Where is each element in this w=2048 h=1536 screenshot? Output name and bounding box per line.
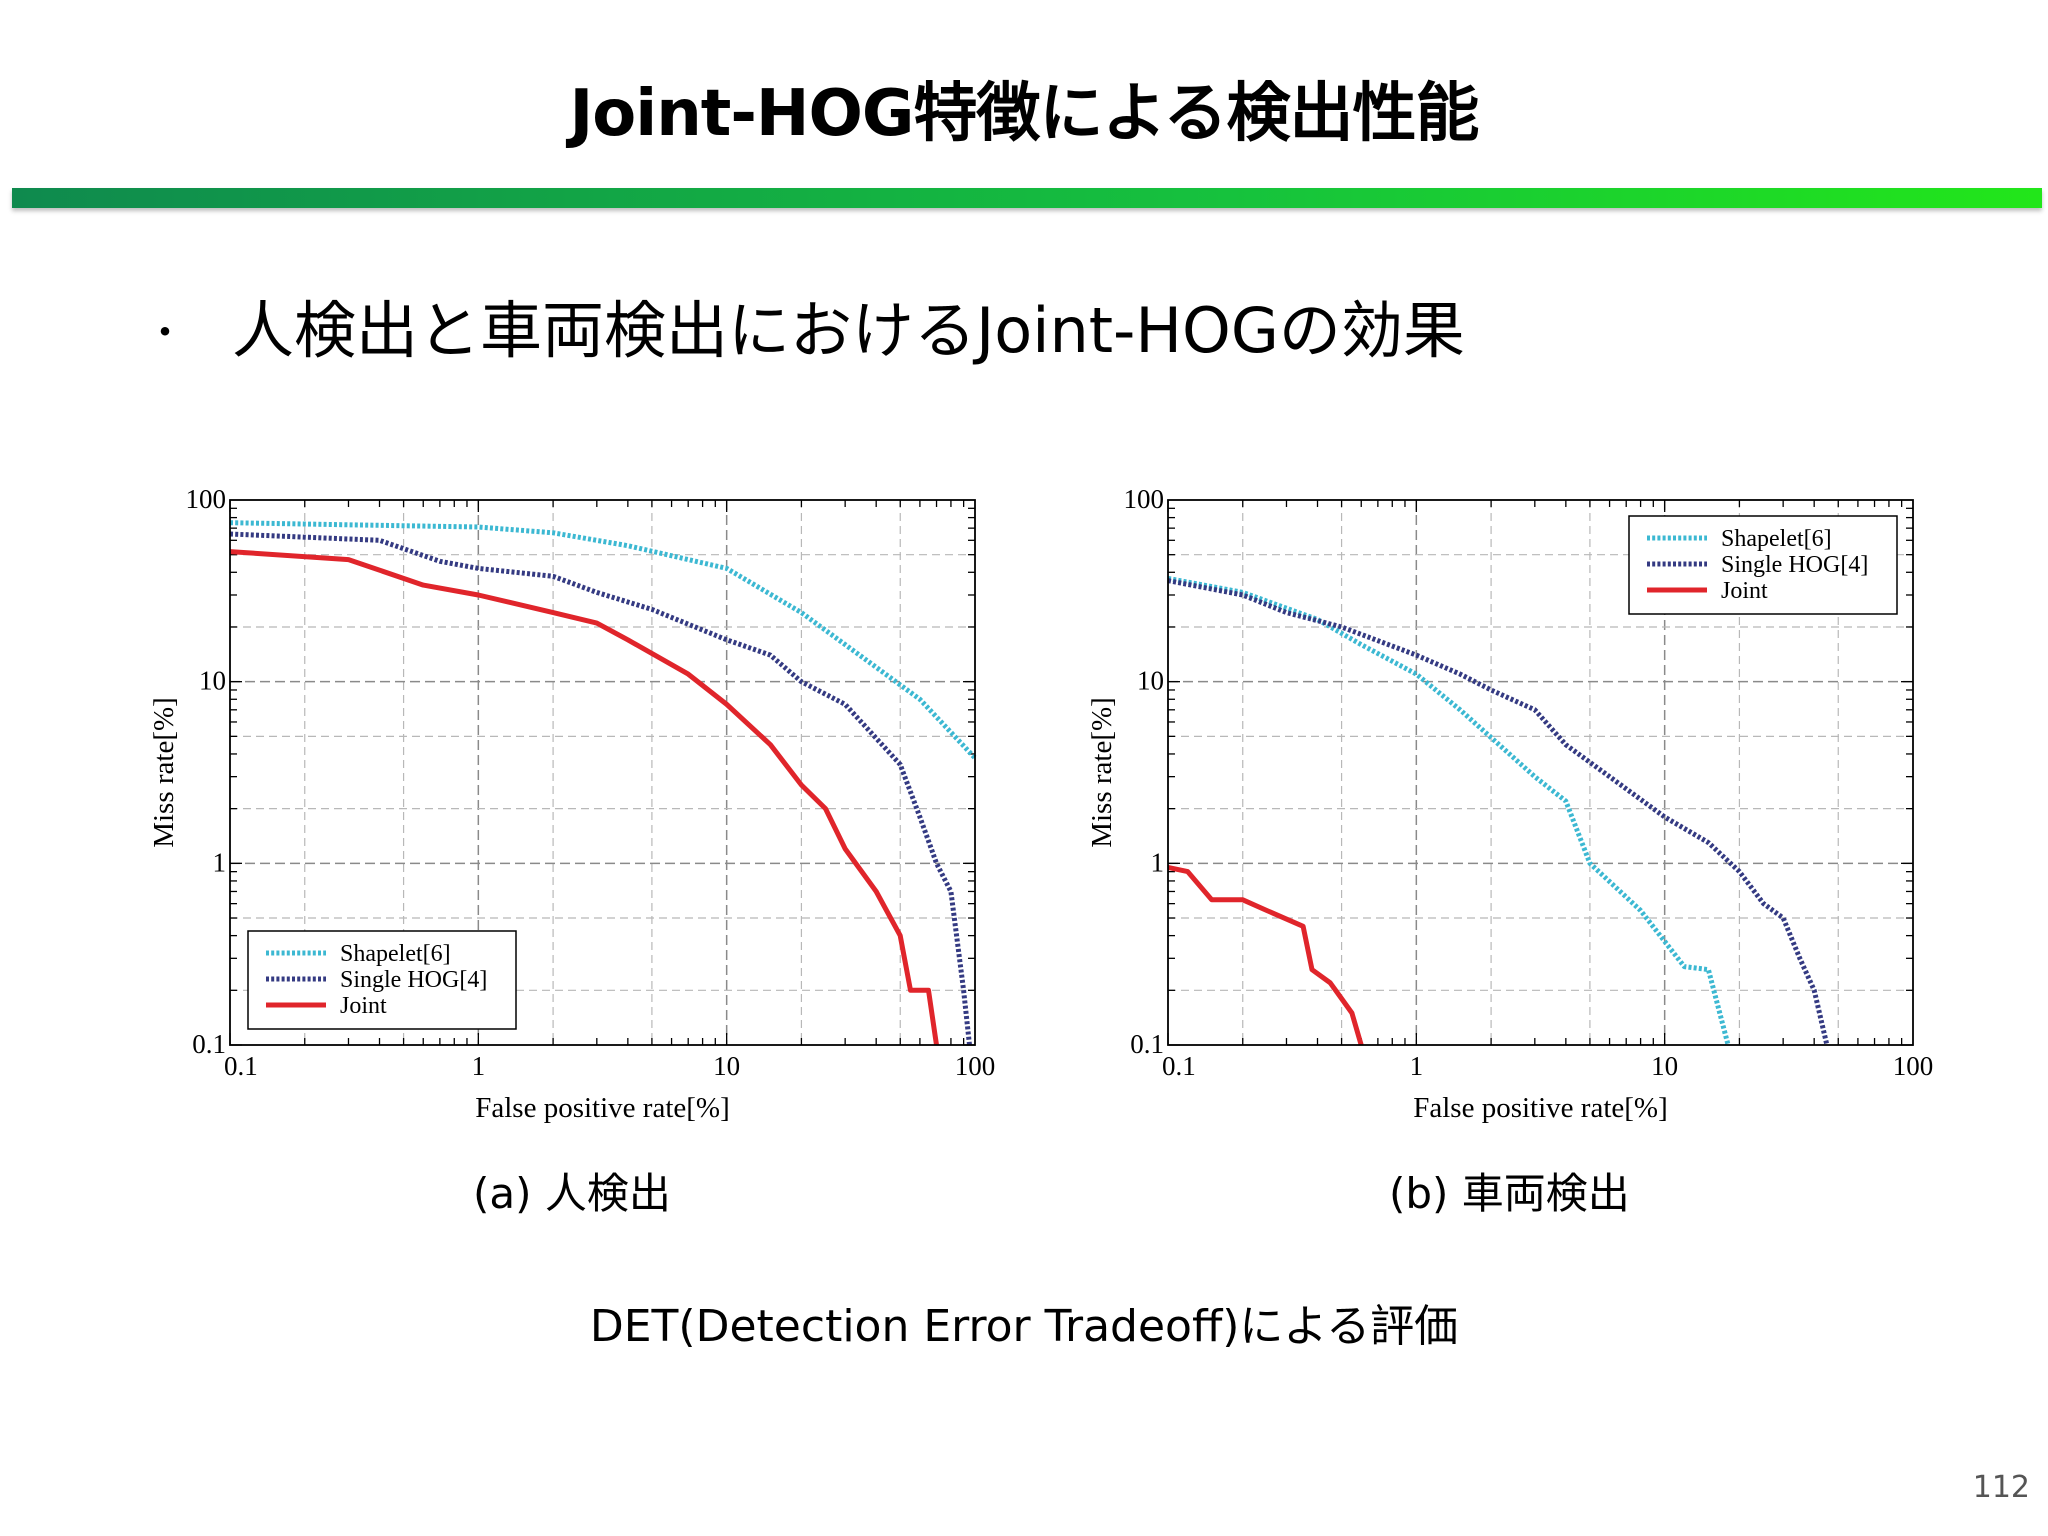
- series-line-shapelet-6: [229, 520, 977, 760]
- legend-label-single-hog-4: Single HOG[4]: [340, 967, 487, 993]
- slide-title: Joint-HOG特徴による検出性能: [569, 77, 1479, 151]
- page-number: 112: [1972, 1470, 2030, 1505]
- chart-vehicle-detection: 0.1 1 10 100 0.1 1 10 100 False positive rate[%]…: [1086, 484, 1934, 1124]
- x-tick-label: 10: [1651, 1051, 1678, 1081]
- y-tick-label: 1: [213, 847, 227, 877]
- y-axis-label: Miss rate[%]: [148, 697, 180, 848]
- caption-chart-a: (a) 人検出: [473, 1169, 671, 1218]
- x-tick-label: 100: [1893, 1051, 1934, 1081]
- legend-label-shapelet-6: Shapelet[6]: [1721, 526, 1832, 552]
- x-axis-label: False positive rate[%]: [1413, 1092, 1667, 1124]
- chart-legend: Shapelet[6]Single HOG[4]Joint: [247, 930, 517, 1030]
- legend-label-joint: Joint: [1721, 578, 1768, 604]
- x-tick-label: 1: [1410, 1051, 1424, 1081]
- legend-label-joint: Joint: [340, 993, 387, 1019]
- bullet-marker: ・: [145, 310, 185, 356]
- x-axis-label: False positive rate[%]: [475, 1092, 729, 1124]
- y-tick-label: 10: [1137, 666, 1164, 696]
- y-tick-label: 100: [1124, 484, 1165, 514]
- x-tick-label: 100: [955, 1051, 996, 1081]
- legend-label-shapelet-6: Shapelet[6]: [340, 941, 451, 967]
- series-line-single-hog-4: [229, 531, 972, 1046]
- caption-chart-b: (b) 車両検出: [1389, 1169, 1630, 1218]
- axis-tick-marks: [1167, 500, 1913, 1046]
- series-line-joint: [1167, 864, 1364, 1046]
- y-tick-label: 0.1: [1130, 1029, 1164, 1059]
- chart-legend: Shapelet[6]Single HOG[4]Joint: [1628, 515, 1898, 615]
- x-tick-label: 1: [472, 1051, 486, 1081]
- axis-tick-marks: [229, 500, 975, 1046]
- plot-frame: [1167, 499, 1914, 1046]
- title-underline-bar: [12, 188, 2042, 208]
- det-evaluation-note: DET(Detection Error Tradeoff)による評価: [589, 1301, 1459, 1352]
- series-line-single-hog-4: [1167, 578, 1830, 1046]
- series-line-shapelet-6: [1167, 575, 1731, 1046]
- series-line-joint: [229, 549, 939, 1046]
- chart-human-detection: 0.1 1 10 100 0.1 1 10 100 False positive rate[%]…: [148, 484, 996, 1124]
- x-tick-label: 0.1: [1162, 1051, 1196, 1081]
- x-tick-label: 0.1: [224, 1051, 258, 1081]
- legend-label-single-hog-4: Single HOG[4]: [1721, 552, 1868, 578]
- y-tick-label: 0.1: [192, 1029, 226, 1059]
- bullet-text: 人検出と車両検出におけるJoint-HOGの効果: [232, 294, 1465, 367]
- y-tick-label: 1: [1151, 847, 1165, 877]
- plot-frame: [229, 499, 976, 1046]
- y-tick-label: 10: [199, 666, 226, 696]
- x-tick-label: 10: [713, 1051, 740, 1081]
- y-tick-label: 100: [186, 484, 227, 514]
- y-axis-label: Miss rate[%]: [1086, 697, 1118, 848]
